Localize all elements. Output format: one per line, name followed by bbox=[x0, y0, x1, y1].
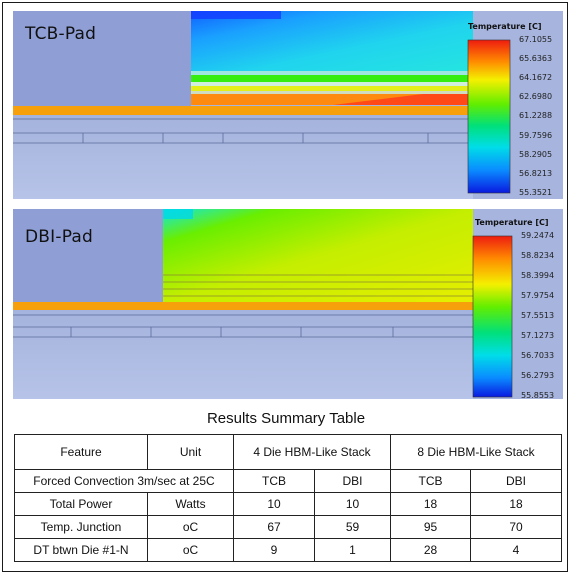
table-header-row: Feature Unit 4 Die HBM-Like Stack 8 Die … bbox=[14, 434, 562, 470]
tcb-legend-tick: 56.8213 bbox=[519, 168, 553, 178]
row-value: 67 bbox=[233, 515, 315, 539]
tcb-legend-tick: 62.6980 bbox=[519, 92, 553, 102]
dbi-panel-title: DBI-Pad bbox=[25, 227, 93, 247]
tcb-legend-tick: 67.1055 bbox=[519, 35, 553, 44]
tcb-color-scale bbox=[467, 39, 511, 194]
row-unit: Watts bbox=[147, 492, 234, 516]
dbi-legend-tick: 57.5513 bbox=[521, 311, 555, 320]
row-feature: Total Power bbox=[14, 492, 148, 516]
subheader-4-tcb: TCB bbox=[233, 469, 315, 493]
condition-cell: Forced Convection 3m/sec at 25C bbox=[14, 469, 234, 493]
figure-frame: TCB-Pad Temperature [C] 67.1055 65.6363 64… bbox=[2, 2, 568, 572]
row-value: 10 bbox=[314, 492, 391, 516]
dbi-legend-tick: 57.1273 bbox=[521, 331, 555, 340]
dbi-legend-title: Temperature [C] bbox=[475, 218, 549, 227]
dbi-legend-tick: 59.2474 bbox=[521, 231, 555, 240]
tcb-legend-tick: 64.1672 bbox=[519, 73, 553, 83]
tcb-legend-title: Temperature [C] bbox=[468, 22, 542, 31]
table-subheader-row: Forced Convection 3m/sec at 25C TCB DBI … bbox=[14, 469, 562, 493]
dbi-thermal-map bbox=[13, 209, 563, 399]
row-value: 1 bbox=[314, 538, 391, 562]
dbi-legend-tick: 56.2793 bbox=[521, 371, 555, 380]
results-summary-table: Feature Unit 4 Die HBM-Like Stack 8 Die … bbox=[14, 434, 562, 562]
row-value: 28 bbox=[390, 538, 471, 562]
tcb-legend-tick: 55.3521 bbox=[519, 187, 553, 197]
subheader-4-dbi: DBI bbox=[314, 469, 391, 493]
dbi-legend-tick: 55.8553 bbox=[521, 391, 555, 399]
row-value: 18 bbox=[470, 492, 562, 516]
dbi-color-scale bbox=[472, 235, 513, 398]
subheader-8-dbi: DBI bbox=[470, 469, 562, 493]
row-value: 4 bbox=[470, 538, 562, 562]
header-4-die-stack: 4 Die HBM-Like Stack bbox=[233, 434, 391, 470]
tcb-thermal-map bbox=[13, 11, 563, 199]
row-unit: oC bbox=[147, 538, 234, 562]
table-row: Total Power Watts 10 10 18 18 bbox=[14, 492, 562, 516]
row-feature: Temp. Junction bbox=[14, 515, 148, 539]
row-value: 18 bbox=[390, 492, 471, 516]
header-feature: Feature bbox=[14, 434, 148, 470]
row-feature: DT btwn Die #1-N bbox=[14, 538, 148, 562]
dbi-legend-tick: 58.8234 bbox=[521, 251, 555, 260]
header-unit: Unit bbox=[147, 434, 234, 470]
tcb-legend-tick: 59.7596 bbox=[519, 130, 553, 140]
row-value: 10 bbox=[233, 492, 315, 516]
table-row: Temp. Junction oC 67 59 95 70 bbox=[14, 515, 562, 539]
tcb-legend-tick: 61.2288 bbox=[519, 111, 553, 121]
dbi-legend-tick: 58.3994 bbox=[521, 271, 555, 280]
dbi-legend-tick: 56.7033 bbox=[521, 351, 555, 360]
row-unit: oC bbox=[147, 515, 234, 539]
tcb-thermal-panel: TCB-Pad Temperature [C] 67.1055 65.6363 64… bbox=[13, 11, 563, 199]
tcb-legend-tick: 65.6363 bbox=[519, 54, 553, 64]
tcb-panel-title: TCB-Pad bbox=[25, 24, 97, 44]
dbi-legend-tick: 57.9754 bbox=[521, 291, 555, 300]
row-value: 9 bbox=[233, 538, 315, 562]
row-value: 70 bbox=[470, 515, 562, 539]
tcb-legend-tick: 58.2905 bbox=[519, 149, 553, 159]
subheader-8-tcb: TCB bbox=[390, 469, 471, 493]
row-value: 95 bbox=[390, 515, 471, 539]
header-8-die-stack: 8 Die HBM-Like Stack bbox=[390, 434, 562, 470]
results-table-title: Results Summary Table bbox=[206, 410, 366, 427]
table-row: DT btwn Die #1-N oC 9 1 28 4 bbox=[14, 538, 562, 562]
row-value: 59 bbox=[314, 515, 391, 539]
dbi-thermal-panel: DBI-Pad Temperature [C] 59.2474 58.8234 58… bbox=[13, 209, 563, 399]
